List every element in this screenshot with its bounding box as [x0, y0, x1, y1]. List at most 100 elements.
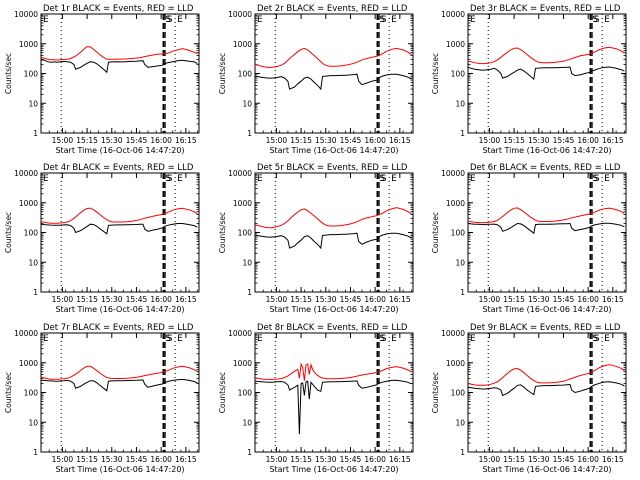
x-tick-label: 15:00 [266, 136, 288, 145]
y-tick-label: 10 [28, 258, 38, 267]
x-axis-label: Start Time (16-Oct-06 14:47:20) [55, 305, 184, 314]
panel-title: Det 6r BLACK = Events, RED = LLD [470, 163, 621, 173]
time-marker-label: E [43, 174, 49, 184]
x-tick-label: 15:15 [290, 136, 312, 145]
y-tick-label: 100 [24, 389, 39, 398]
y-tick-label: 100 [238, 70, 253, 79]
y-tick-label: 1 [247, 448, 252, 457]
lld-series-line [467, 364, 625, 386]
x-axis-label: Start Time (16-Oct-06 14:47:20) [55, 465, 184, 474]
lld-series-line [40, 207, 198, 224]
time-marker-label: E [43, 15, 49, 25]
x-tick-label: 15:30 [528, 295, 550, 304]
events-series-line [40, 59, 198, 74]
time-marker-label: E [257, 174, 263, 184]
y-tick-label: 1 [460, 288, 465, 297]
y-tick-label: 1000 [233, 199, 252, 208]
y-tick-label: 10 [28, 99, 38, 108]
x-tick-label: 15:15 [76, 455, 98, 464]
panel-title: Det 9r BLACK = Events, RED = LLD [470, 323, 621, 333]
x-tick-label: 15:00 [52, 136, 74, 145]
x-tick-label: 15:45 [553, 455, 575, 464]
x-tick-label: 15:30 [101, 455, 123, 464]
x-tick-label: 15:15 [76, 136, 98, 145]
x-axis-label: Start Time (16-Oct-06 14:47:20) [269, 146, 398, 155]
plot-frame [467, 13, 627, 134]
y-axis-label: Counts/sec [431, 53, 440, 94]
time-marker-label: S [165, 174, 171, 184]
plot-frame [40, 172, 200, 293]
lld-series-line [40, 365, 198, 380]
x-tick-label: 16:00 [364, 295, 386, 304]
time-marker-label: S [381, 334, 387, 344]
x-tick-label: 15:45 [340, 295, 362, 304]
y-tick-label: 10 [242, 258, 252, 267]
panel-title: Det 5r BLACK = Events, RED = LLD [257, 163, 408, 173]
y-tick-label: 10 [28, 418, 38, 427]
x-tick-label: 16:00 [577, 455, 599, 464]
x-tick-label: 15:30 [528, 455, 550, 464]
x-axis-label: Start Time (16-Oct-06 14:47:20) [269, 305, 398, 314]
x-tick-label: 16:00 [364, 136, 386, 145]
y-tick-label: 1000 [233, 359, 252, 368]
x-tick-label: 16:00 [577, 295, 599, 304]
events-series-line [467, 66, 625, 81]
detector-panel: Det 8r BLACK = Events, RED = LLD 1 10 100 10… [218, 323, 414, 474]
time-marker-label: S [165, 334, 171, 344]
y-tick-label: 1 [460, 129, 465, 138]
x-tick-label: 15:30 [528, 136, 550, 145]
time-marker-label: E [470, 334, 476, 344]
y-tick-label: 1000 [19, 199, 38, 208]
x-tick-label: 16:15 [602, 455, 624, 464]
y-tick-label: 10 [242, 99, 252, 108]
x-tick-label: 15:15 [503, 136, 525, 145]
y-tick-label: 1 [460, 448, 465, 457]
events-series-line [467, 381, 625, 397]
x-tick-label: 16:15 [602, 295, 624, 304]
x-tick-label: 16:00 [150, 455, 172, 464]
y-tick-label: 100 [24, 229, 39, 238]
detector-panel: Det 2r BLACK = Events, RED = LLD 1 10 100 10… [218, 4, 414, 155]
x-tick-label: 16:15 [389, 455, 411, 464]
x-tick-label: 15:30 [315, 136, 337, 145]
x-axis-label: Start Time (16-Oct-06 14:47:20) [482, 146, 611, 155]
x-tick-label: 16:00 [364, 455, 386, 464]
y-tick-label: 100 [24, 70, 39, 79]
panel-title: Det 1r BLACK = Events, RED = LLD [43, 4, 194, 14]
time-marker-label: E [604, 334, 610, 344]
time-marker-label: E [470, 174, 476, 184]
time-marker-label: S [379, 174, 385, 184]
y-tick-label: 10000 [228, 10, 252, 19]
y-tick-label: 10000 [14, 10, 38, 19]
x-tick-label: 15:00 [52, 455, 74, 464]
time-marker-label: E [177, 334, 183, 344]
panel-title: Det 7r BLACK = Events, RED = LLD [43, 323, 194, 333]
x-tick-label: 15:45 [340, 455, 362, 464]
x-tick-label: 15:15 [76, 295, 98, 304]
time-marker-label: E [470, 15, 476, 25]
x-tick-label: 15:45 [126, 295, 148, 304]
x-tick-label: 15:30 [101, 295, 123, 304]
detector-panel: Det 9r BLACK = Events, RED = LLD 1 10 100 10… [431, 323, 627, 474]
time-marker-label: S [592, 15, 598, 25]
events-series-line [467, 222, 625, 235]
y-tick-label: 1000 [19, 359, 38, 368]
y-tick-label: 10000 [441, 329, 465, 338]
x-tick-label: 15:30 [315, 455, 337, 464]
x-tick-label: 15:00 [52, 295, 74, 304]
y-axis-label: Counts/sec [218, 372, 227, 413]
time-marker-label: S [592, 174, 598, 184]
y-tick-label: 1 [33, 448, 38, 457]
x-axis-label: Start Time (16-Oct-06 14:47:20) [55, 146, 184, 155]
panel-title: Det 4r BLACK = Events, RED = LLD [43, 163, 194, 173]
events-series-line [254, 232, 412, 250]
y-axis-label: Counts/sec [218, 53, 227, 94]
x-tick-label: 15:45 [553, 295, 575, 304]
y-tick-label: 1000 [446, 359, 465, 368]
panel-title: Det 2r BLACK = Events, RED = LLD [257, 4, 408, 14]
x-tick-label: 15:30 [315, 295, 337, 304]
time-marker-label: S [594, 334, 600, 344]
plot-frame [467, 172, 627, 293]
y-tick-label: 100 [451, 389, 466, 398]
detector-panel: Det 6r BLACK = Events, RED = LLD 1 10 100 10… [431, 163, 627, 314]
